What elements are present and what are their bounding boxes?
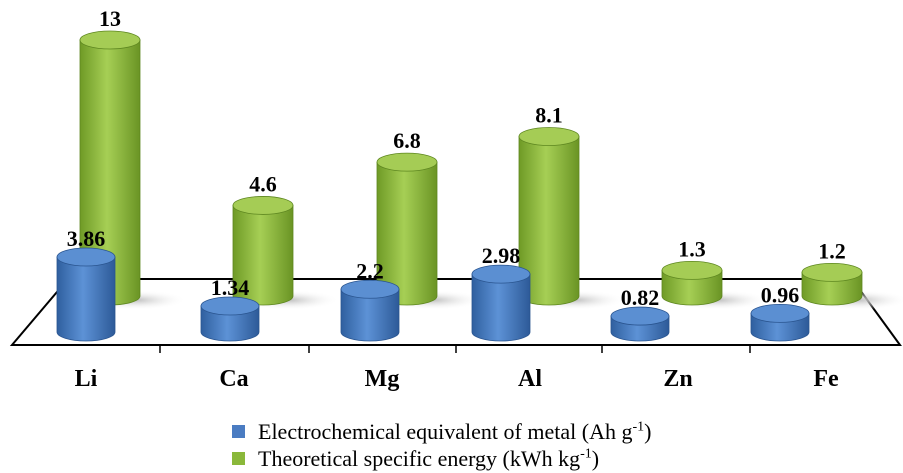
bar-electrochemical-Li-top xyxy=(56,247,116,267)
data-label-electrochemical-Fe: 0.96 xyxy=(761,282,800,307)
bar-theoretical-Zn-body xyxy=(661,270,723,306)
category-label-Mg: Mg xyxy=(365,366,400,392)
data-label-theoretical-Ca: 4.6 xyxy=(249,171,277,196)
bar-theoretical-Zn-top xyxy=(661,260,723,280)
legend-swatch-blue xyxy=(232,425,245,438)
bar-electrochemical-Mg-body xyxy=(340,288,400,342)
legend-item-theoretical: Theoretical specific energy (kWh kg-1) xyxy=(232,445,651,472)
data-label-theoretical-Fe: 1.2 xyxy=(818,238,846,263)
data-label-electrochemical-Ca: 1.34 xyxy=(211,275,250,300)
category-labels: Li Ca Mg Al Zn Fe xyxy=(75,366,839,392)
bar-electrochemical-Ca-body xyxy=(200,305,260,342)
category-label-Ca: Ca xyxy=(219,366,248,392)
bar-electrochemical-Al-body xyxy=(471,273,531,342)
legend-label-electrochemical: Electrochemical equivalent of metal (Ah … xyxy=(258,418,652,444)
bar-electrochemical-Ca-top xyxy=(200,296,260,316)
category-label-Al: Al xyxy=(518,366,542,392)
bar-electrochemical-Zn-top xyxy=(610,306,670,326)
data-label-electrochemical-Mg: 2.2 xyxy=(356,258,384,283)
category-label-Li: Li xyxy=(75,366,98,392)
series-electrochemical-equivalent xyxy=(56,247,810,342)
bar-theoretical-Fe-top xyxy=(801,262,863,282)
bar-theoretical-Ca-top xyxy=(232,196,294,215)
data-label-theoretical-Mg: 6.8 xyxy=(393,128,421,153)
series-theoretical-energy xyxy=(79,30,863,306)
legend-swatch-green xyxy=(232,452,245,465)
bar-theoretical-Mg-top xyxy=(376,152,438,172)
data-label-electrochemical-Al: 2.98 xyxy=(482,243,521,268)
bar-electrochemical-Li-body xyxy=(56,256,116,342)
legend: Electrochemical equivalent of metal (Ah … xyxy=(232,418,651,472)
data-label-theoretical-Al: 8.1 xyxy=(535,102,563,127)
data-labels: 13 3.86 4.6 1.34 6.8 2.2 8.1 2.98 1.3 0.82 1.2 0.96 xyxy=(67,6,846,310)
bar-electrochemical-Mg-top xyxy=(340,279,400,299)
bar-theoretical-Li-top xyxy=(79,30,141,50)
legend-label-theoretical: Theoretical specific energy (kWh kg-1) xyxy=(258,445,600,471)
bar-electrochemical-Al-top xyxy=(471,264,531,284)
category-label-Fe: Fe xyxy=(813,366,839,392)
bar-theoretical-Al-top xyxy=(518,127,580,146)
data-label-electrochemical-Zn: 0.82 xyxy=(621,285,660,310)
legend-item-electrochemical: Electrochemical equivalent of metal (Ah … xyxy=(232,418,651,445)
data-label-electrochemical-Li: 3.86 xyxy=(67,226,106,251)
bar-electrochemical-Fe-top xyxy=(750,303,810,323)
category-label-Zn: Zn xyxy=(663,366,692,392)
data-label-theoretical-Zn: 1.3 xyxy=(678,236,706,261)
data-label-theoretical-Li: 13 xyxy=(99,6,121,31)
